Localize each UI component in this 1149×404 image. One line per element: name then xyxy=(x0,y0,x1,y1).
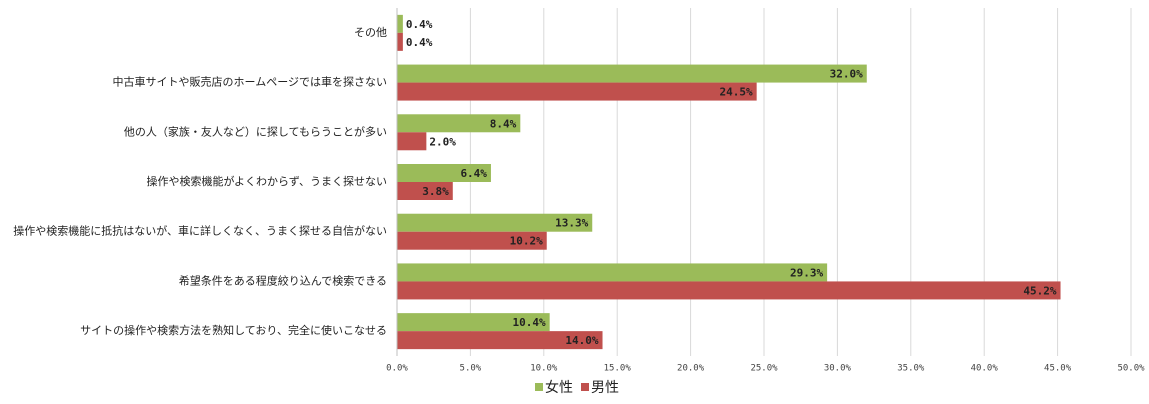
x-tick-label: 25.0% xyxy=(750,364,778,374)
bar xyxy=(397,281,1061,300)
value-label: 8.4% xyxy=(490,117,517,130)
y-tick-label: サイトの操作や検索方法を熟知しており、完全に使いこなせる xyxy=(80,323,387,337)
bar xyxy=(397,14,403,33)
value-label: 45.2% xyxy=(1023,284,1056,297)
y-tick-label: 操作や検索機能がよくわからず、うまく探せない xyxy=(147,174,387,188)
value-label: 2.0% xyxy=(429,135,456,148)
x-tick-label: 35.0% xyxy=(897,364,925,374)
legend-label: 男性 xyxy=(591,380,619,396)
y-tick-label: 希望条件をある程度絞り込んで検索できる xyxy=(179,273,387,287)
x-tick-label: 15.0% xyxy=(604,364,632,374)
x-tick-label: 20.0% xyxy=(677,364,705,374)
legend-label: 女性 xyxy=(545,379,573,396)
legend-swatch xyxy=(535,383,543,391)
bar xyxy=(397,263,828,282)
bar xyxy=(397,182,453,200)
value-label: 0.4% xyxy=(406,18,433,31)
value-label: 32.0% xyxy=(830,68,863,81)
value-label: 6.4% xyxy=(460,167,487,180)
bar xyxy=(397,114,521,133)
bar xyxy=(397,32,403,51)
value-label: 29.3% xyxy=(790,266,823,279)
bar xyxy=(397,331,603,350)
y-tick-label: その他 xyxy=(354,26,387,39)
x-tick-label: 50.0% xyxy=(1117,364,1145,374)
value-label: 13.3% xyxy=(555,217,588,230)
y-tick-label: 操作や検索機能に抵抗はないが、車に詳しくなく、うまく探せる自信がない xyxy=(13,224,387,238)
bar xyxy=(397,82,757,101)
legend-swatch xyxy=(581,383,589,391)
x-tick-label: 40.0% xyxy=(971,364,999,374)
x-tick-label: 30.0% xyxy=(824,364,852,374)
value-label: 10.2% xyxy=(510,235,543,248)
value-label: 0.4% xyxy=(406,36,433,49)
bar xyxy=(397,313,550,332)
bar xyxy=(397,231,547,250)
bar xyxy=(397,213,593,232)
x-tick-label: 5.0% xyxy=(460,364,482,374)
bar xyxy=(397,164,491,182)
x-tick-label: 45.0% xyxy=(1044,364,1072,374)
value-label: 3.8% xyxy=(422,185,449,198)
value-label: 10.4% xyxy=(513,316,546,329)
y-tick-label: 中古車サイトや販売店のホームページでは車を探さない xyxy=(113,75,387,89)
y-tick-label: 他の人（家族・友人など）に探してもらうことが多い xyxy=(124,124,387,138)
x-tick-label: 10.0% xyxy=(530,364,558,374)
value-label: 24.5% xyxy=(720,86,753,99)
bar xyxy=(397,132,427,151)
value-label: 14.0% xyxy=(565,334,598,347)
bar xyxy=(397,64,867,83)
x-tick-label: 0.0% xyxy=(386,364,408,374)
